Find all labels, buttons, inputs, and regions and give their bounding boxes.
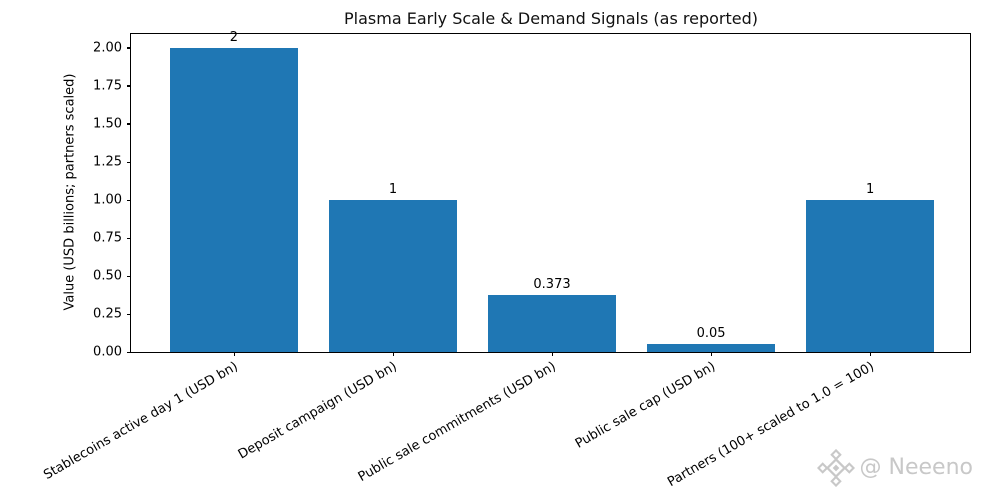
y-tick-label: 0.25 xyxy=(93,306,122,322)
x-tick-mark xyxy=(711,352,713,356)
y-tick-mark xyxy=(127,123,131,125)
bar xyxy=(647,344,775,352)
chart-title: Plasma Early Scale & Demand Signals (as … xyxy=(344,9,758,28)
y-tick-label: 2.00 xyxy=(93,40,122,56)
watermark-text: @ Neeeno xyxy=(859,455,973,480)
x-tick-mark xyxy=(870,352,872,356)
bar-value-label: 1 xyxy=(865,181,875,197)
y-tick-label: 1.00 xyxy=(93,192,122,208)
watermark: @ Neeeno xyxy=(816,449,973,487)
y-tick-mark xyxy=(127,47,131,49)
bar xyxy=(806,199,934,352)
y-tick-mark xyxy=(127,161,131,163)
y-axis-label: Value (USD billions; partners scaled) xyxy=(62,73,78,311)
bar xyxy=(170,47,298,352)
y-tick-label: 0.50 xyxy=(93,268,122,284)
bar-value-label: 0.373 xyxy=(533,277,571,293)
y-tick-mark xyxy=(127,275,131,277)
bar-value-label: 2 xyxy=(229,29,239,45)
x-tick-mark xyxy=(392,352,395,356)
y-tick-mark xyxy=(127,85,131,87)
y-tick-mark xyxy=(127,351,131,353)
x-tick-mark xyxy=(552,352,554,356)
x-tick-label: Deposit campaign (USD bn) xyxy=(236,359,400,463)
y-tick-mark xyxy=(127,199,131,201)
y-tick-label: 0.75 xyxy=(93,230,122,246)
bar xyxy=(488,295,616,352)
x-tick-mark xyxy=(233,352,236,356)
y-tick-mark xyxy=(127,237,131,239)
bar xyxy=(329,199,457,352)
plot-area: 0.00 0.25 0.50 0.75 1.00 1.25 1.50 1.75 2.00 2 Sta… xyxy=(41,29,971,490)
y-tick-mark xyxy=(127,313,131,315)
bar-value-label: 0.05 xyxy=(696,326,726,342)
y-tick-label: 1.75 xyxy=(93,78,122,94)
diamond-gem-icon xyxy=(816,449,855,487)
y-tick-label: 1.25 xyxy=(93,154,122,170)
x-tick-label: Stablecoins active day 1 (USD bn) xyxy=(41,359,241,483)
bar-value-label: 1 xyxy=(388,181,398,197)
y-tick-label: 1.50 xyxy=(93,116,122,132)
x-tick-label: Public sale cap (USD bn) xyxy=(572,359,719,452)
y-tick-label: 0.00 xyxy=(93,344,122,360)
